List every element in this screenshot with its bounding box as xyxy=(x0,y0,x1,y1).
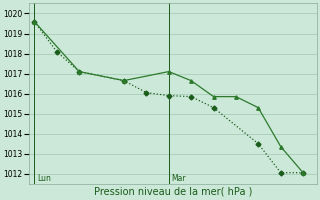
Text: Lun: Lun xyxy=(37,174,51,183)
Text: Mar: Mar xyxy=(172,174,186,183)
X-axis label: Pression niveau de la mer( hPa ): Pression niveau de la mer( hPa ) xyxy=(93,187,252,197)
